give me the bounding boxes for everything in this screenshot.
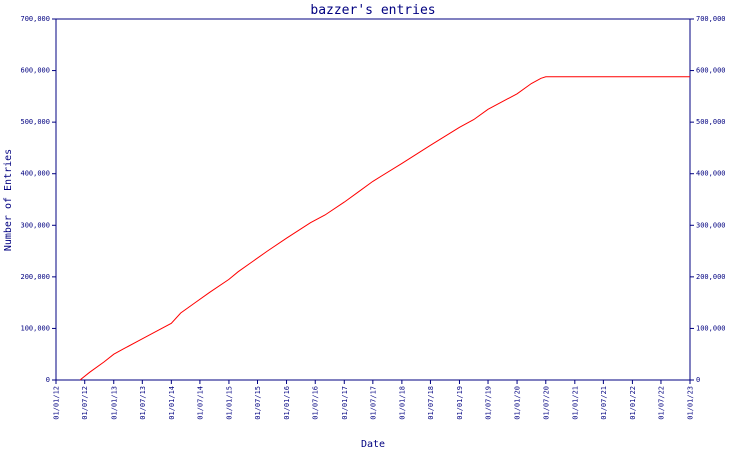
x-tick-label: 01/01/22 <box>629 386 637 420</box>
x-tick-label: 01/01/17 <box>341 386 349 420</box>
y-tick-label-right: 600,000 <box>696 67 726 75</box>
x-tick-label: 01/07/13 <box>139 386 147 420</box>
x-tick-label: 01/01/20 <box>514 386 522 420</box>
y-tick-label-left: 300,000 <box>20 221 50 229</box>
x-tick-label: 01/01/19 <box>456 386 464 420</box>
y-axis-label: Number of Entries <box>3 149 14 251</box>
x-tick-label: 01/01/16 <box>283 386 291 420</box>
axes <box>55 18 691 381</box>
y-tick-label-left: 200,000 <box>20 273 50 281</box>
y-tick-label-left: 400,000 <box>20 170 50 178</box>
x-tick-label: 01/01/15 <box>225 386 233 420</box>
x-tick-label: 01/07/14 <box>196 386 204 420</box>
y-tick-label-left: 600,000 <box>20 67 50 75</box>
x-tick-label: 01/01/23 <box>687 386 695 420</box>
x-tick-label: 01/01/13 <box>110 386 118 420</box>
y-tick-label-right: 400,000 <box>696 170 726 178</box>
x-tick-label: 01/07/12 <box>81 386 89 420</box>
x-tick-label: 01/07/19 <box>485 386 493 420</box>
x-tick-label: 01/01/14 <box>168 386 176 420</box>
x-tick-label: 01/07/17 <box>369 386 377 420</box>
x-tick-label: 01/07/20 <box>542 386 550 420</box>
plot-frame <box>55 18 691 381</box>
y-tick-label-left: 100,000 <box>20 324 50 332</box>
y-tick-label-right: 0 <box>696 376 700 384</box>
x-tick-label: 01/01/21 <box>571 386 579 420</box>
x-tick-label: 01/07/18 <box>427 386 435 420</box>
x-axis-label: Date <box>361 439 385 450</box>
y-tick-label-left: 0 <box>46 376 50 384</box>
y-tick-label-right: 100,000 <box>696 324 726 332</box>
y-tick-label-left: 700,000 <box>20 15 50 23</box>
entries-line <box>79 76 690 381</box>
y-tick-label-right: 200,000 <box>696 273 726 281</box>
x-tick-label: 01/01/18 <box>398 386 406 420</box>
x-tick-label: 01/07/15 <box>254 386 262 420</box>
y-tick-label-right: 300,000 <box>696 221 726 229</box>
y-tick-label-left: 500,000 <box>20 118 50 126</box>
x-tick-label: 01/07/21 <box>600 386 608 420</box>
y-tick-label-right: 700,000 <box>696 15 726 23</box>
x-axis-ticks: 01/01/12 01/07/12 01/01/13 01/07/13 01/01/14… <box>53 380 695 420</box>
series-group <box>79 76 690 381</box>
y-tick-label-right: 500,000 <box>696 118 726 126</box>
x-tick-label: 01/07/22 <box>657 386 665 420</box>
x-tick-label: 01/01/12 <box>53 386 61 420</box>
y-axis-ticks: 0 0 100,000 100,000 200,000 200,000 300,000 300… <box>20 15 725 384</box>
chart-title: bazzer's entries <box>310 3 435 18</box>
x-tick-label: 01/07/16 <box>312 386 320 420</box>
